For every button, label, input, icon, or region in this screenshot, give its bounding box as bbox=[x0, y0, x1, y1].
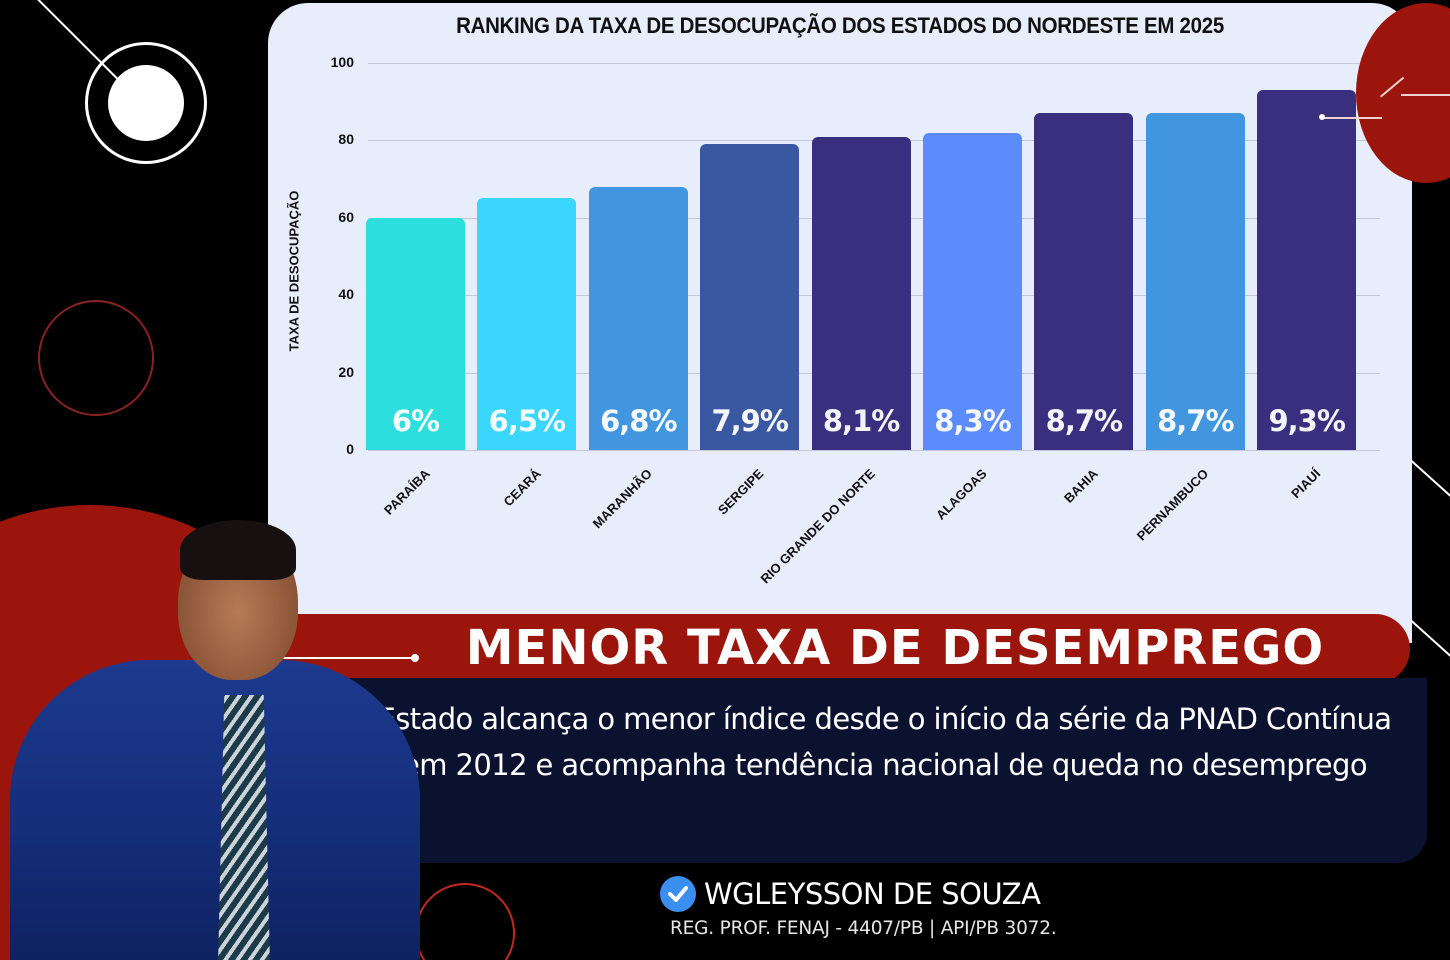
y-tick-label: 0 bbox=[346, 441, 354, 457]
bar: 8,7% bbox=[1145, 113, 1245, 450]
author-registration: REG. PROF. FENAJ - 4407/PB | API/PB 3072… bbox=[670, 918, 1057, 939]
person-tie bbox=[218, 695, 270, 960]
bar-value-label: 9,3% bbox=[1268, 403, 1345, 438]
x-category-label: BAHIA bbox=[1060, 466, 1101, 506]
decorative-ring-icon bbox=[85, 42, 207, 164]
y-tick-label: 20 bbox=[338, 363, 354, 380]
x-category-label: SERGIPE bbox=[714, 466, 767, 518]
x-category-label: PARAÍBA bbox=[380, 466, 433, 518]
decorative-connector-line bbox=[1401, 94, 1450, 96]
author-byline: WGLEYSSON DE SOUZA bbox=[660, 876, 1041, 912]
chart-title: RANKING DA TAXA DE DESOCUPAÇÃO DOS ESTAD… bbox=[456, 13, 1224, 38]
decorative-line bbox=[280, 657, 414, 659]
decorative-dot-icon bbox=[411, 654, 419, 662]
bar: 6,5% bbox=[477, 198, 577, 450]
bar-value-label: 8,7% bbox=[1045, 403, 1123, 438]
y-tick-label: 80 bbox=[338, 131, 354, 148]
x-category-label: RIO GRANDE DO NORTE bbox=[757, 466, 878, 587]
person-torso bbox=[10, 660, 420, 960]
bar: 8,7% bbox=[1034, 113, 1134, 450]
description-box: Estado alcança o menor índice desde o in… bbox=[322, 678, 1427, 863]
x-category-label: ALAGOAS bbox=[932, 466, 990, 523]
x-category-label: CEARÁ bbox=[500, 466, 544, 510]
description-text: Estado alcança o menor índice desde o in… bbox=[377, 702, 1393, 782]
decorative-line bbox=[1410, 460, 1450, 502]
bar: 6,8% bbox=[588, 186, 688, 450]
y-tick-label: 40 bbox=[338, 286, 354, 303]
bar-value-label: 8,7% bbox=[1157, 403, 1234, 438]
bar: 9,3% bbox=[1257, 90, 1357, 450]
bar-value-label: 8,3% bbox=[934, 403, 1011, 438]
decorative-red-ring-icon bbox=[38, 300, 154, 416]
author-name: WGLEYSSON DE SOUZA bbox=[704, 877, 1041, 911]
bar: 8,1% bbox=[811, 136, 911, 450]
decorative-connector-line bbox=[1322, 117, 1382, 119]
bar-value-label: 7,9% bbox=[711, 403, 788, 438]
decorative-dot-icon bbox=[108, 65, 184, 141]
bar-value-label: 6,5% bbox=[488, 403, 566, 438]
y-axis-label: TAXA DE DESOCUPAÇÃO bbox=[286, 190, 302, 352]
x-category-label: PERNAMBUCO bbox=[1134, 466, 1212, 544]
decorative-line bbox=[1410, 620, 1450, 662]
x-category-label: MARANHÃO bbox=[589, 466, 656, 532]
y-tick-label: 100 bbox=[330, 54, 354, 70]
headline-banner: MENOR TAXA DE DESEMPREGO bbox=[280, 614, 1410, 684]
bar: 6% bbox=[366, 217, 465, 450]
headline: MENOR TAXA DE DESEMPREGO bbox=[465, 620, 1325, 676]
person-hair bbox=[180, 520, 296, 580]
decorative-dot-icon bbox=[1319, 114, 1325, 120]
author-photo bbox=[10, 520, 420, 960]
x-category-label: PIAUÍ bbox=[1287, 466, 1323, 502]
verified-check-icon bbox=[660, 876, 696, 912]
y-tick-label: 60 bbox=[338, 208, 354, 225]
bar-value-label: 6% bbox=[391, 403, 440, 438]
bar: 8,3% bbox=[923, 132, 1022, 450]
gridline bbox=[368, 63, 1380, 64]
bar: 7,9% bbox=[700, 144, 800, 450]
bar-value-label: 8,1% bbox=[822, 403, 900, 438]
bar-value-label: 6,8% bbox=[600, 403, 677, 438]
chart-card: RANKING DA TAXA DE DESOCUPAÇÃO DOS ESTAD… bbox=[268, 3, 1412, 643]
gridline bbox=[368, 450, 1380, 451]
decorative-red-ring-icon bbox=[415, 883, 515, 960]
